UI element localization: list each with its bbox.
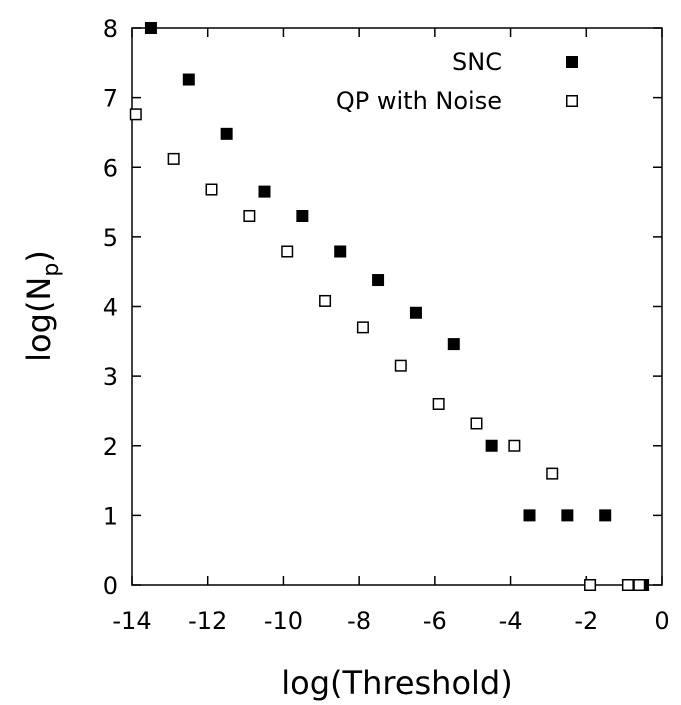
y-tick-label: 5	[103, 224, 118, 252]
x-tick-label: -2	[574, 607, 598, 635]
data-point	[394, 359, 407, 372]
data-point	[205, 183, 218, 196]
data-point	[599, 509, 612, 522]
data-point	[281, 245, 294, 258]
y-tick-label: 6	[103, 154, 118, 182]
data-point	[432, 397, 445, 410]
data-point	[144, 22, 157, 34]
data-point	[561, 509, 574, 522]
data-point	[485, 439, 498, 452]
data-point	[319, 294, 332, 307]
data-point	[129, 108, 142, 121]
y-axis-title-subscript: p	[39, 263, 64, 277]
y-axis-title: log(Np)	[20, 250, 64, 362]
data-point	[243, 209, 256, 222]
data-point	[409, 306, 422, 319]
x-tick-label: -14	[112, 607, 151, 635]
data-point	[447, 338, 460, 351]
x-tick-label: -12	[188, 607, 227, 635]
data-point	[167, 152, 180, 165]
y-tick-label: 0	[103, 572, 118, 600]
legend-label: SNC	[452, 48, 502, 76]
x-tick-label: -8	[347, 607, 371, 635]
data-point	[182, 73, 195, 86]
data-point	[621, 579, 634, 591]
data-point	[633, 579, 646, 591]
series-qp-with-noise	[129, 108, 646, 591]
y-tick-label: 7	[103, 85, 118, 113]
axes: -14 -12 -10 -8 -6 -4 -2 0 0 1 2 3 4 5 6 7 8	[103, 15, 670, 635]
data-point	[508, 439, 521, 452]
y-tick-label: 1	[103, 502, 118, 530]
data-marks	[129, 22, 650, 591]
legend-marker	[566, 95, 578, 107]
data-point	[546, 467, 559, 480]
data-point	[584, 579, 597, 591]
x-tick-label: -4	[499, 607, 523, 635]
y-tick-label: 2	[103, 433, 118, 461]
data-point	[258, 185, 271, 198]
x-tick-label: -6	[423, 607, 447, 635]
legend-marker	[566, 56, 578, 68]
x-tick-label: 0	[654, 607, 669, 635]
data-point	[470, 417, 483, 430]
y-axis-title-base: log(N	[20, 277, 58, 362]
data-point	[523, 509, 536, 522]
x-axis-title: log(Threshold)	[281, 664, 512, 702]
y-tick-label: 3	[103, 363, 118, 391]
y-axis-title-close: )	[20, 250, 58, 262]
series-snc	[144, 22, 650, 591]
data-point	[372, 274, 385, 287]
y-tick-label: 4	[103, 294, 118, 322]
y-tick-label: 8	[103, 15, 118, 43]
legend-label: QP with Noise	[336, 87, 502, 115]
data-point	[220, 127, 233, 140]
data-point	[334, 245, 347, 258]
legend: SNC QP with Noise	[336, 48, 578, 115]
x-tick-label: -10	[264, 607, 303, 635]
data-point	[356, 321, 369, 334]
data-point	[296, 209, 309, 222]
